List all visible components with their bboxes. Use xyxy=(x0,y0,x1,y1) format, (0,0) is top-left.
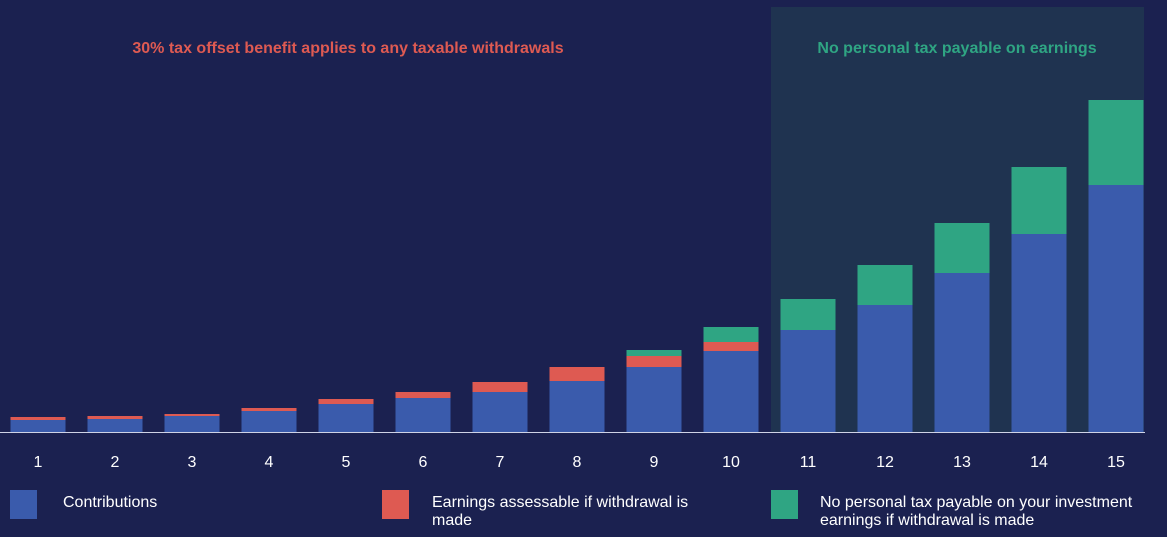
bar-earnings-assessable-if-w-10 xyxy=(703,342,759,351)
bar-contributions-14 xyxy=(1011,234,1067,432)
x-tick-label-8: 8 xyxy=(573,454,582,471)
bar-no-personal-tax-payable--9 xyxy=(626,350,682,356)
x-tick-labels: 1 2 3 4 5 6 7 8 9 10 11 12 13 14 15 xyxy=(34,454,1125,471)
bar-earnings-assessable-if-w-7 xyxy=(472,382,528,392)
bar-no-personal-tax-payable--10 xyxy=(703,327,759,342)
x-tick-label-12: 12 xyxy=(876,454,894,471)
bar-earnings-assessable-if-w-6 xyxy=(395,392,451,398)
bar-no-personal-tax-payable--14 xyxy=(1011,167,1067,234)
bar-earnings-assessable-if-w-4 xyxy=(241,408,297,411)
x-tick-label-6: 6 xyxy=(419,454,428,471)
bar-contributions-3 xyxy=(164,416,220,432)
legend-item-contributions: Contributions xyxy=(10,490,323,519)
x-tick-label-15: 15 xyxy=(1107,454,1125,471)
bar-contributions-9 xyxy=(626,367,682,432)
bar-no-personal-tax-payable--12 xyxy=(857,265,913,305)
bar-contributions-10 xyxy=(703,351,759,432)
x-tick-label-9: 9 xyxy=(650,454,659,471)
bar-no-personal-tax-payable--15 xyxy=(1088,100,1144,185)
legend-swatch-earnings-assessable xyxy=(382,490,409,519)
bar-contributions-7 xyxy=(472,392,528,432)
bar-contributions-8 xyxy=(549,381,605,432)
bar-contributions-2 xyxy=(87,419,143,432)
annotation-no-personal-tax: No personal tax payable on earnings xyxy=(817,40,1096,57)
x-tick-label-13: 13 xyxy=(953,454,971,471)
bar-contributions-13 xyxy=(934,273,990,432)
bar-no-personal-tax-payable--13 xyxy=(934,223,990,273)
bar-contributions-12 xyxy=(857,305,913,432)
bar-earnings-assessable-if-w-3 xyxy=(164,414,220,416)
bar-no-personal-tax-payable--11 xyxy=(780,299,836,330)
bar-earnings-assessable-if-w-5 xyxy=(318,399,374,404)
bar-contributions-5 xyxy=(318,404,374,432)
x-tick-label-14: 14 xyxy=(1030,454,1048,471)
bar-earnings-assessable-if-w-9 xyxy=(626,356,682,367)
x-tick-label-2: 2 xyxy=(111,454,120,471)
bars-group xyxy=(10,100,1144,432)
bar-contributions-6 xyxy=(395,398,451,432)
x-tick-label-5: 5 xyxy=(342,454,351,471)
legend-item-no-personal-tax: No personal tax payable on your investme… xyxy=(771,490,1167,530)
x-tick-label-10: 10 xyxy=(722,454,740,471)
bar-contributions-1 xyxy=(10,420,66,432)
legend-label-contributions: Contributions xyxy=(63,494,158,511)
legend-label-no-personal-tax: No personal tax payable on your investme… xyxy=(820,494,1133,529)
legend-swatch-contributions xyxy=(10,490,37,519)
bar-earnings-assessable-if-w-8 xyxy=(549,367,605,381)
legend-item-earnings-assessable: Earnings assessable if withdrawal is mad… xyxy=(382,490,722,530)
legend-swatch-no-personal-tax xyxy=(771,490,798,519)
bar-earnings-assessable-if-w-2 xyxy=(87,416,143,419)
x-tick-label-11: 11 xyxy=(800,454,817,471)
bar-contributions-11 xyxy=(780,330,836,432)
legend-label-earnings-assessable: Earnings assessable if withdrawal is mad… xyxy=(432,494,689,529)
x-tick-label-1: 1 xyxy=(34,454,43,471)
annotation-tax-offset: 30% tax offset benefit applies to any ta… xyxy=(132,40,563,57)
x-tick-label-4: 4 xyxy=(265,454,274,471)
bar-contributions-15 xyxy=(1088,185,1144,432)
x-tick-label-7: 7 xyxy=(496,454,505,471)
bar-earnings-assessable-if-w-1 xyxy=(10,417,66,420)
bar-contributions-4 xyxy=(241,411,297,432)
x-tick-label-3: 3 xyxy=(188,454,197,471)
